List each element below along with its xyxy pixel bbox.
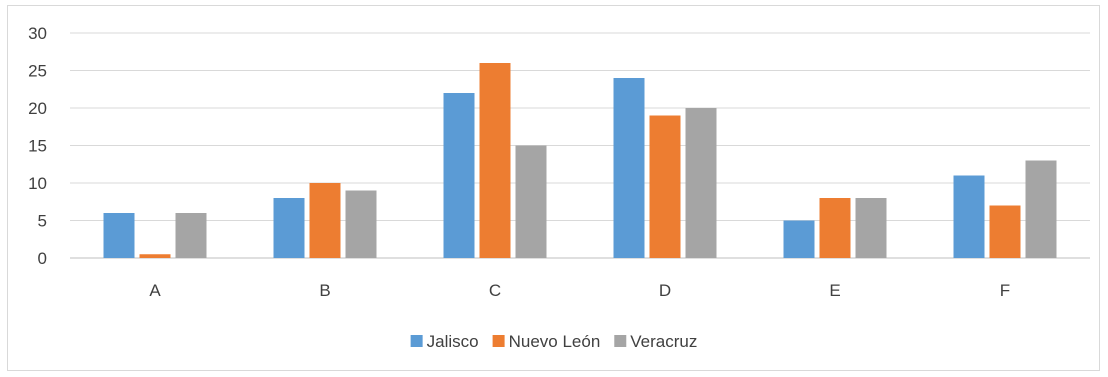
bar-C-series-1 xyxy=(479,63,511,258)
bar-B-series-2 xyxy=(345,190,377,258)
x-tick-label: F xyxy=(1000,281,1010,300)
y-tick-label: 25 xyxy=(28,62,47,81)
y-tick-label: 10 xyxy=(28,174,47,193)
bar-C-series-2 xyxy=(515,145,547,258)
x-tick-label: A xyxy=(149,281,161,300)
bar-E-series-1 xyxy=(819,198,851,258)
chart-frame xyxy=(7,5,1100,371)
y-tick-label: 5 xyxy=(38,212,47,231)
y-tick-label: 30 xyxy=(28,24,47,43)
bar-B-series-1 xyxy=(309,183,341,258)
x-tick-label: C xyxy=(489,281,501,300)
legend-label: Veracruz xyxy=(630,332,697,351)
bar-F-series-0 xyxy=(953,175,985,258)
bars xyxy=(103,63,1057,258)
x-axis-ticks: A B C D E F xyxy=(149,281,1010,300)
legend-swatch xyxy=(492,335,505,347)
bar-E-series-2 xyxy=(855,198,887,258)
x-tick-label: D xyxy=(659,281,671,300)
bar-B-series-0 xyxy=(273,198,305,258)
bar-F-series-2 xyxy=(1025,160,1057,258)
legend-label: Jalisco xyxy=(427,332,479,351)
legend-swatch xyxy=(614,335,627,347)
bar-D-series-2 xyxy=(685,108,717,258)
legend: Jalisco Nuevo León Veracruz xyxy=(410,332,697,351)
x-tick-label: B xyxy=(319,281,330,300)
x-tick-label: E xyxy=(829,281,840,300)
legend-swatch xyxy=(410,335,423,347)
legend-label: Nuevo León xyxy=(509,332,601,351)
bar-D-series-0 xyxy=(613,78,645,258)
bar-D-series-1 xyxy=(649,115,681,258)
y-tick-label: 20 xyxy=(28,99,47,118)
bar-A-series-2 xyxy=(175,213,207,258)
bar-E-series-0 xyxy=(783,220,815,258)
gridlines xyxy=(70,32,1090,259)
bar-F-series-1 xyxy=(989,205,1021,258)
y-tick-label: 0 xyxy=(38,249,47,268)
y-axis-ticks: 0 5 10 15 20 25 30 xyxy=(28,24,47,268)
bar-C-series-0 xyxy=(443,93,475,258)
bar-A-series-0 xyxy=(103,213,135,258)
y-tick-label: 15 xyxy=(28,137,47,156)
bar-A-series-1 xyxy=(139,254,171,258)
